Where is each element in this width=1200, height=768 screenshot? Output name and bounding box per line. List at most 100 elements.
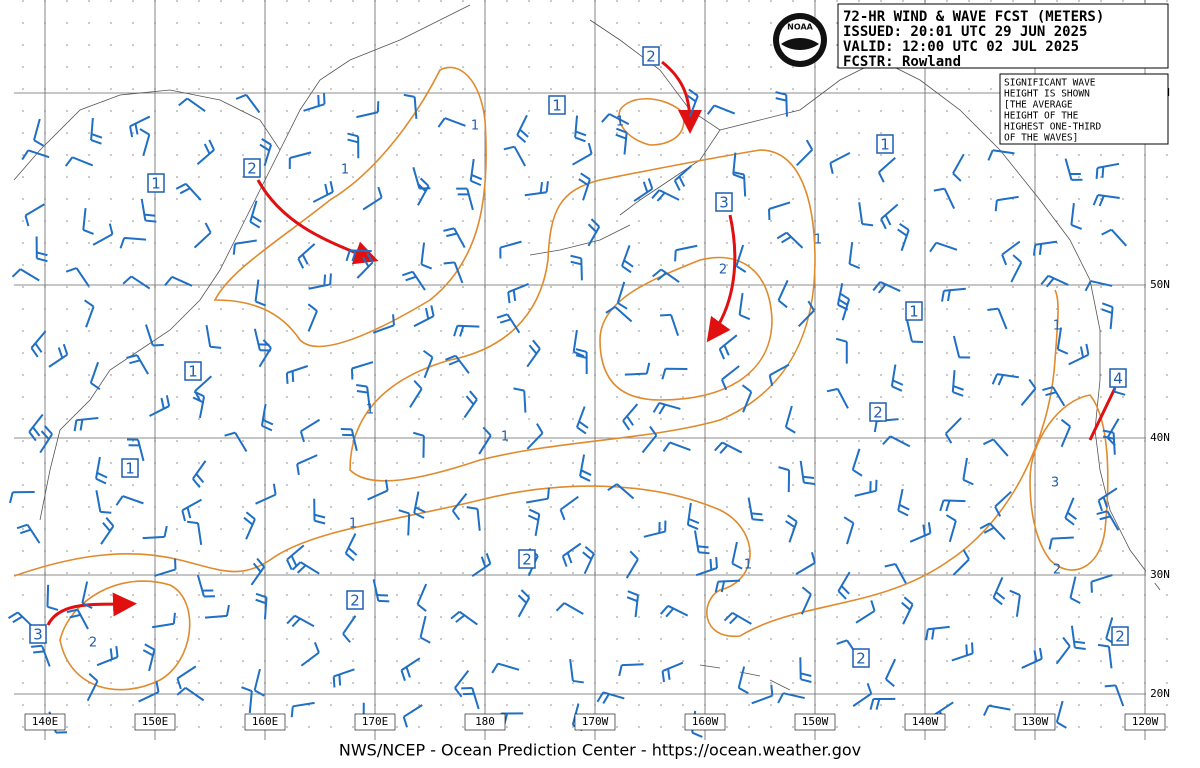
barb-feather <box>663 671 664 682</box>
barb-staff <box>581 258 582 280</box>
contour-label: 1 <box>366 403 374 418</box>
barb-feather <box>292 706 293 717</box>
barb-feather <box>803 477 814 478</box>
note-line: OF THE WAVES] <box>1004 133 1078 144</box>
header-line: VALID: 12:00 UTC 02 JUL 2025 <box>843 39 1079 55</box>
header-line: FCSTR: Rowland <box>843 54 961 70</box>
barb-feather <box>660 315 671 316</box>
lat-label: 30N <box>1150 568 1170 581</box>
lon-label: 170W <box>582 715 609 728</box>
barb-feather <box>966 644 967 655</box>
barb-feather <box>324 275 325 286</box>
barb-staff <box>625 374 647 375</box>
barb-feather <box>698 546 709 547</box>
lon-label: 150W <box>802 715 829 728</box>
wave-height-label: 2 <box>856 650 866 668</box>
wave-height-label: 2 <box>873 404 883 422</box>
contour-label: 2 <box>719 263 727 278</box>
barb-feather <box>972 642 973 653</box>
barb-feather <box>187 522 198 523</box>
wave-height-label: 3 <box>33 626 43 644</box>
barb-feather <box>144 215 155 216</box>
barb-staff <box>744 174 745 196</box>
barb-feather <box>1075 648 1086 649</box>
barb-staff <box>1052 537 1074 538</box>
barb-feather <box>444 262 455 263</box>
wave-height-label: 2 <box>1115 628 1125 646</box>
barb-feather <box>1097 168 1098 179</box>
lat-label: 40N <box>1150 431 1170 444</box>
lat-label: 20N <box>1150 687 1170 700</box>
barb-staff <box>408 513 409 535</box>
barb-feather <box>116 646 117 657</box>
barb-feather <box>548 488 549 499</box>
barb-feather <box>711 559 712 570</box>
contour-label: 2 <box>89 636 97 651</box>
barb-staff <box>350 250 372 251</box>
barb-feather <box>1102 167 1103 178</box>
barb-feather <box>987 309 998 310</box>
note-line: HIGHEST ONE-THIRD <box>1004 122 1102 133</box>
noaa-logo: NOAA <box>773 13 827 67</box>
wave-height-label: 1 <box>125 460 135 478</box>
barb-feather <box>514 290 515 301</box>
lon-label: 160E <box>252 715 279 728</box>
barb-feather <box>33 651 44 652</box>
contour-label: 1 <box>349 517 357 532</box>
barb-staff <box>1114 433 1115 455</box>
barb-feather <box>100 512 111 513</box>
wave-height-label: 1 <box>880 136 890 154</box>
wave-height-label: 1 <box>552 97 562 115</box>
barb-feather <box>339 675 340 686</box>
note-line: SIGNIFICANT WAVE <box>1004 78 1096 89</box>
header-line: 72-HR WIND & WAVE FCST (METERS) <box>843 9 1104 25</box>
barb-feather <box>293 371 294 382</box>
barb-feather <box>508 292 509 303</box>
barb-feather <box>699 552 710 553</box>
barb-staff <box>622 664 644 665</box>
barb-feather <box>210 347 221 348</box>
contour-label: 1 <box>501 430 509 445</box>
barb-staff <box>143 537 165 538</box>
barb-feather <box>234 244 235 255</box>
barb-feather <box>153 345 164 346</box>
wave-height-label: 2 <box>350 592 360 610</box>
barb-feather <box>668 669 669 680</box>
contour-label: 3 <box>1051 476 1059 491</box>
contour-label: 1 <box>341 163 349 178</box>
wave-height-label: 2 <box>646 48 656 66</box>
barb-feather <box>1040 244 1041 255</box>
barb-feather <box>287 373 288 384</box>
barb-feather <box>31 646 42 647</box>
note-line: HEIGHT OF THE <box>1004 111 1079 122</box>
lon-label: 150E <box>142 715 169 728</box>
lon-label: 180 <box>475 715 495 728</box>
barb-feather <box>751 513 762 514</box>
contour-label: 1 <box>616 115 624 130</box>
barb-feather <box>145 221 156 222</box>
barb-feather <box>547 181 548 192</box>
wave-height-label: 4 <box>1113 370 1123 388</box>
lon-label: 140W <box>912 715 939 728</box>
barb-staff <box>943 500 965 501</box>
barb-staff <box>524 391 525 413</box>
wave-height-label: 2 <box>247 160 257 178</box>
barb-feather <box>111 648 112 659</box>
lon-label: 160W <box>692 715 719 728</box>
barb-feather <box>330 273 331 284</box>
barb-staff <box>786 95 787 117</box>
note-line: HEIGHT IS SHOWN <box>1004 89 1090 100</box>
barb-feather <box>1105 685 1116 686</box>
lon-label: 140E <box>32 715 59 728</box>
lon-label: 130W <box>1022 715 1049 728</box>
contour-label: 2 <box>1053 563 1061 578</box>
barb-feather <box>675 250 676 261</box>
barb-feather <box>334 676 335 687</box>
lat-label: 50N <box>1150 278 1170 291</box>
barb-staff <box>718 581 740 582</box>
barb-feather <box>716 557 717 568</box>
barb-feather <box>862 224 873 225</box>
barb-staff <box>47 585 48 607</box>
wave-height-label: 1 <box>151 175 161 193</box>
barb-feather <box>771 685 772 696</box>
